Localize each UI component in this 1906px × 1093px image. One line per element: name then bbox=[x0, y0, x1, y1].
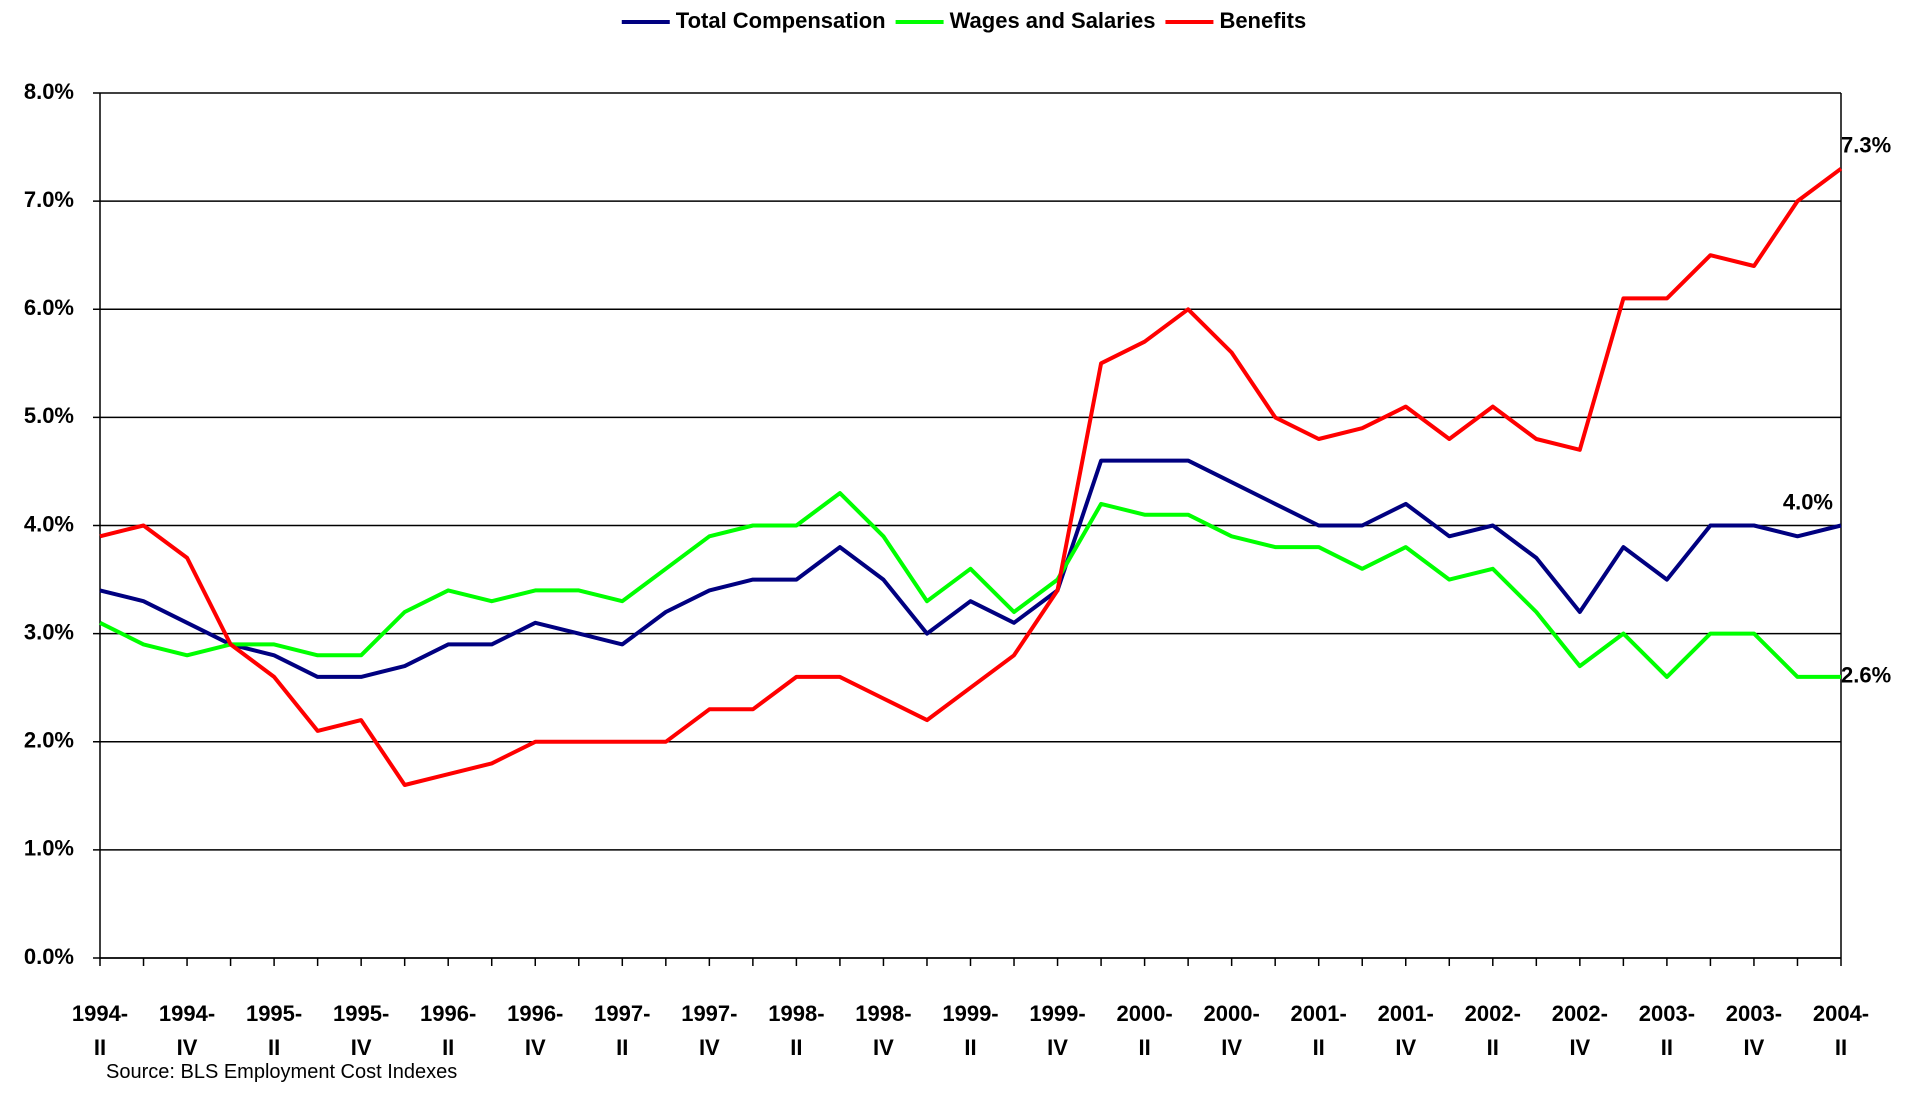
x-tick-label: 1999- II bbox=[942, 1001, 999, 1060]
series-line bbox=[99, 491, 1841, 679]
y-tick-label: 2.0% bbox=[24, 728, 74, 753]
x-tick-label: 1994- IV bbox=[158, 1001, 216, 1060]
y-tick-label: 5.0% bbox=[24, 403, 74, 428]
y-tick-label: 1.0% bbox=[24, 836, 74, 861]
y-tick-label: 4.0% bbox=[24, 511, 74, 536]
legend-label: Benefits bbox=[1219, 8, 1306, 33]
legend-label: Total Compensation bbox=[676, 8, 886, 33]
x-tick-label: 1999- IV bbox=[1029, 1001, 1086, 1060]
legend-label: Wages and Salaries bbox=[950, 8, 1156, 33]
x-tick-label: 2000- IV bbox=[1203, 1001, 1260, 1060]
x-tick-label: 1998- IV bbox=[855, 1001, 912, 1060]
data-label: 7.3% bbox=[1841, 133, 1891, 158]
y-tick-label: 3.0% bbox=[24, 619, 74, 644]
data-label: 4.0% bbox=[1783, 489, 1833, 514]
x-tick-label: 2002- IV bbox=[1551, 1001, 1608, 1060]
y-tick-label: 6.0% bbox=[24, 295, 74, 320]
data-label: 2.6% bbox=[1841, 663, 1891, 688]
x-tick-label: 1997- II bbox=[594, 1001, 651, 1060]
series-line bbox=[99, 167, 1843, 787]
x-tick-label: 1994- II bbox=[71, 1001, 129, 1060]
x-tick-label: 1995- IV bbox=[333, 1001, 390, 1060]
x-tick-label: 1997- IV bbox=[681, 1001, 738, 1060]
x-tick-label: 2003- II bbox=[1638, 1001, 1696, 1060]
y-tick-label: 0.0% bbox=[24, 944, 74, 969]
x-tick-label: 1998- II bbox=[768, 1001, 825, 1060]
y-tick-label: 8.0% bbox=[24, 79, 74, 104]
x-tick-label: 1995- II bbox=[245, 1001, 303, 1060]
series-line bbox=[99, 458, 1842, 679]
source-note: Source: BLS Employment Cost Indexes bbox=[106, 1061, 458, 1083]
x-tick-label: 2003- IV bbox=[1725, 1001, 1783, 1060]
x-tick-label: 2004- II bbox=[1812, 1001, 1870, 1060]
x-tick-label: 2001- II bbox=[1290, 1001, 1347, 1060]
x-tick-label: 1996- IV bbox=[507, 1001, 564, 1060]
x-tick-label: 1996- II bbox=[420, 1001, 477, 1060]
x-tick-label: 2001- IV bbox=[1377, 1001, 1434, 1060]
x-tick-label: 2002- II bbox=[1464, 1001, 1521, 1060]
x-tick-label: 2000- II bbox=[1116, 1001, 1173, 1060]
y-tick-label: 7.0% bbox=[24, 187, 74, 212]
